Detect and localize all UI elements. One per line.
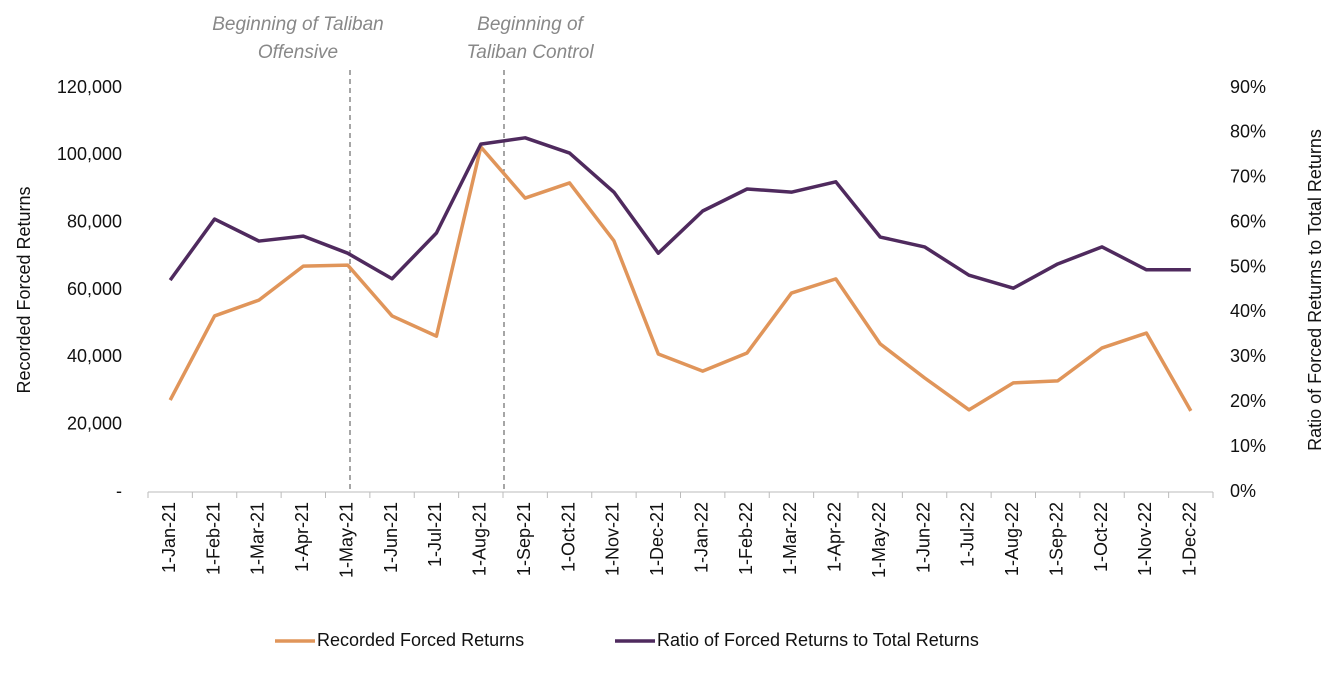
x-tick-label: 1-Feb-22 — [736, 502, 756, 575]
x-tick-label: 1-Dec-22 — [1180, 502, 1200, 576]
x-tick-label: 1-Oct-22 — [1091, 502, 1111, 572]
annotation-text: Beginning of — [477, 14, 584, 35]
x-tick-label: 1-Aug-22 — [1002, 502, 1022, 576]
x-tick-label: 1-Mar-21 — [248, 502, 268, 575]
annotation-text: Taliban Control — [466, 42, 594, 63]
y2-tick-label: 80% — [1230, 122, 1266, 142]
legend-label: Recorded Forced Returns — [317, 630, 524, 650]
series-line — [168, 136, 1191, 290]
y2-tick-label: 70% — [1230, 167, 1266, 187]
y-tick-label: 80,000 — [67, 211, 122, 231]
y-tick-label: 40,000 — [67, 346, 122, 366]
y2-tick-label: 90% — [1230, 77, 1266, 97]
annotation-text: Beginning of Taliban — [212, 14, 384, 35]
y2-tick-label: 10% — [1230, 436, 1266, 456]
series-line — [168, 145, 1193, 412]
y-axis-title: Recorded Forced Returns — [14, 186, 34, 393]
y2-tick-label: 0% — [1230, 481, 1256, 501]
y-tick-label: 60,000 — [67, 279, 122, 299]
x-tick-label: 1-Jun-22 — [913, 502, 933, 573]
x-tick-label: 1-Apr-22 — [825, 502, 845, 572]
x-tick-label: 1-Apr-21 — [292, 502, 312, 572]
annotation-text: Offensive — [258, 42, 338, 63]
x-tick-label: 1-May-22 — [869, 502, 889, 578]
x-tick-label: 1-Oct-21 — [558, 502, 578, 572]
x-tick-label: 1-Sep-22 — [1046, 502, 1066, 576]
x-tick-label: 1-Dec-21 — [647, 502, 667, 576]
y2-tick-label: 20% — [1230, 391, 1266, 411]
y2-tick-label: 60% — [1230, 211, 1266, 231]
y-tick-label: 120,000 — [57, 77, 122, 97]
legend-label: Ratio of Forced Returns to Total Returns — [657, 630, 979, 650]
x-tick-label: 1-Jan-22 — [691, 502, 711, 573]
y-tick-label: - — [116, 481, 122, 501]
y2-axis-title: Ratio of Forced Returns to Total Returns — [1305, 129, 1325, 451]
y2-tick-label: 40% — [1230, 301, 1266, 321]
x-tick-label: 1-Aug-21 — [470, 502, 490, 576]
y2-tick-label: 50% — [1230, 256, 1266, 276]
x-tick-label: 1-Nov-21 — [603, 502, 623, 576]
y-tick-label: 100,000 — [57, 144, 122, 164]
y-tick-label: 20,000 — [67, 413, 122, 433]
x-tick-label: 1-Jul-21 — [425, 502, 445, 567]
y2-tick-label: 30% — [1230, 346, 1266, 366]
x-tick-label: 1-Feb-21 — [203, 502, 223, 575]
x-tick-label: 1-Nov-22 — [1135, 502, 1155, 576]
x-tick-label: 1-Jul-22 — [958, 502, 978, 567]
x-tick-label: 1-Mar-22 — [780, 502, 800, 575]
x-tick-label: 1-Jun-21 — [381, 502, 401, 573]
x-tick-label: 1-Jan-21 — [159, 502, 179, 573]
x-tick-label: 1-Sep-21 — [514, 502, 534, 576]
x-tick-label: 1-May-21 — [336, 502, 356, 578]
